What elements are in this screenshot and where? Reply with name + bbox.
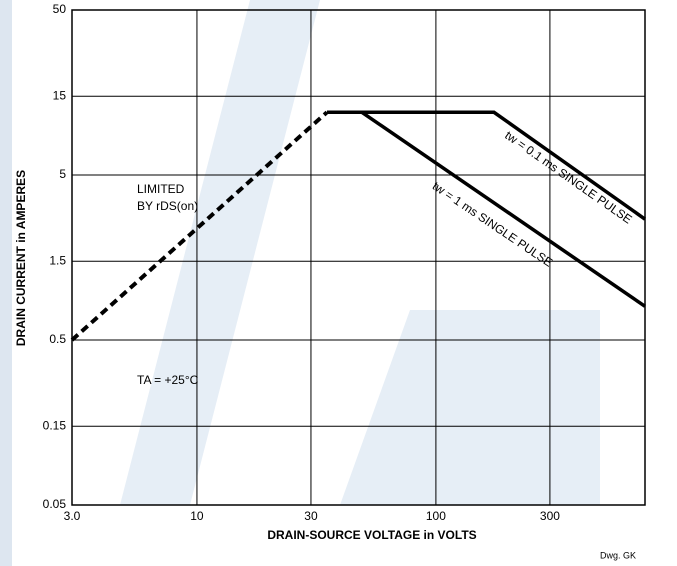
- x-tick-label: 100: [426, 509, 446, 523]
- x-tick-label: 10: [190, 509, 204, 523]
- y-tick-label: 15: [53, 88, 67, 102]
- annotation: tw = 0.1 ms SINGLE PULSE: [502, 128, 634, 226]
- watermark: [120, 0, 320, 505]
- y-tick-label: 5: [59, 167, 66, 181]
- annotation: TA = +25°C: [137, 373, 199, 387]
- series-line: [360, 110, 646, 308]
- y-tick-label: 0.5: [49, 332, 66, 346]
- side-strip: [0, 0, 12, 566]
- annotation: Dwg. GK: [600, 550, 636, 560]
- plot-frame: [71, 9, 646, 506]
- annotation: tw = 1 ms SINGLE PULSE: [430, 179, 555, 270]
- x-tick-label: 3.0: [64, 509, 81, 523]
- y-tick-label: 50: [53, 2, 67, 16]
- x-tick-label: 30: [304, 509, 318, 523]
- watermark: [340, 310, 600, 505]
- x-tick-label: 300: [540, 509, 560, 523]
- y-tick-label: 1.5: [49, 253, 66, 267]
- y-tick-label: 0.05: [43, 497, 67, 511]
- y-axis-label: DRAIN CURRENT in AMPERES: [14, 170, 28, 346]
- annotation: BY rDS(on): [137, 199, 198, 213]
- x-axis-label: DRAIN-SOURCE VOLTAGE in VOLTS: [267, 528, 476, 542]
- series-line: [326, 110, 647, 221]
- y-tick-label: 0.15: [43, 418, 67, 432]
- series-line: [70, 110, 329, 342]
- annotation: LIMITED: [137, 182, 185, 196]
